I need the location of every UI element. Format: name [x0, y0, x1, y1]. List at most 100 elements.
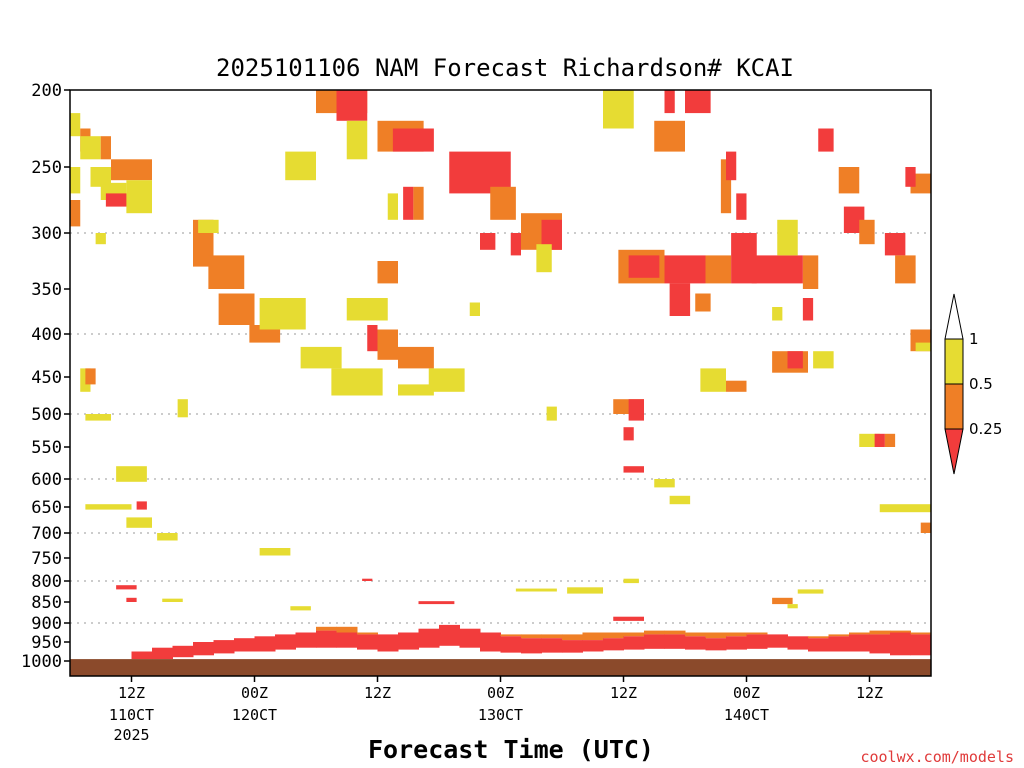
band-low-segment — [398, 632, 419, 650]
ri-cell — [720, 159, 732, 214]
ri-cell — [362, 578, 373, 581]
y-tick-label: 400 — [31, 325, 62, 345]
legend-tick-label: 0.5 — [969, 375, 993, 393]
legend-tick-label: 1 — [969, 330, 979, 348]
ri-cell — [285, 151, 316, 181]
ri-cell — [787, 604, 798, 609]
band-low-segment — [869, 634, 891, 654]
ri-cell — [884, 433, 896, 447]
band-low-segment — [931, 636, 952, 653]
legend-mid-box — [944, 383, 964, 430]
ri-cell — [884, 233, 906, 256]
band-low-segment — [644, 634, 665, 649]
x-tick-date: 120CT — [232, 706, 277, 724]
ri-cell — [751, 255, 803, 284]
ri-cell — [905, 167, 916, 187]
band-low-segment — [541, 638, 563, 653]
ri-cell — [70, 113, 81, 137]
ri-cell — [469, 302, 480, 316]
ri-cell — [70, 167, 81, 194]
band-mid-segment — [664, 630, 686, 635]
ri-cell — [136, 501, 147, 510]
ri-cell — [403, 186, 414, 220]
ri-cell — [705, 255, 732, 284]
band-low-segment — [726, 636, 747, 650]
ri-cell — [623, 578, 639, 584]
band-low-segment — [910, 634, 931, 656]
ri-cell — [290, 606, 311, 611]
ri-cell — [290, 0, 311, 13]
y-tick-label: 550 — [31, 438, 62, 458]
y-tick-label: 950 — [31, 633, 62, 653]
ri-cell — [654, 479, 675, 488]
ri-cell — [915, 342, 931, 352]
ri-cell — [726, 151, 737, 181]
x-tick-year: 2025 — [113, 726, 149, 744]
x-tick-label: 12Z — [118, 684, 145, 702]
y-axis: 200 250 300 350 400 450 500 550 600 650 700 750 8008… — [21, 81, 70, 672]
band-low-segment — [705, 638, 727, 651]
band-mid-segment — [644, 630, 665, 635]
band-low-segment — [172, 645, 194, 658]
ri-cell — [685, 90, 711, 114]
ri-cell — [70, 200, 81, 227]
band-low-segment — [521, 638, 542, 654]
band-mid-segment — [890, 630, 911, 633]
ri-cell — [111, 159, 152, 181]
ri-cell — [628, 255, 660, 278]
ri-cell — [654, 120, 685, 152]
legend-over-triangle — [944, 293, 964, 340]
band-low-segment — [480, 632, 501, 652]
x-tick-label: 00Z — [733, 684, 760, 702]
ri-cell — [398, 346, 434, 369]
ri-cell — [772, 307, 783, 321]
ri-cell — [797, 589, 824, 594]
ri-cell — [874, 433, 885, 447]
x-axis-title: Forecast Time (UTC) — [368, 735, 654, 764]
ri-cell — [802, 255, 819, 289]
ri-cell — [100, 136, 111, 160]
band-low-segment — [131, 651, 153, 660]
ri-cell — [546, 406, 557, 421]
band-low-segment — [603, 638, 624, 651]
ri-cell — [490, 186, 516, 220]
ri-cell — [541, 219, 562, 250]
ri-cell — [259, 548, 291, 556]
ri-cell — [336, 90, 368, 121]
chart-title: 2025101106 NAM Forecast Richardson# KCAI — [216, 54, 794, 82]
y-tick-label: 800 — [31, 572, 62, 592]
y-tick-label: 250 — [31, 158, 62, 178]
ri-cell — [669, 283, 691, 316]
y-tick-label: 750 — [31, 549, 62, 569]
band-low-segment — [275, 634, 296, 650]
ri-cell — [90, 167, 111, 187]
ri-cell — [449, 151, 511, 194]
ri-cell — [895, 255, 916, 284]
band-low-segment — [746, 634, 768, 649]
ri-cell — [85, 504, 132, 510]
ground-bar — [70, 659, 931, 676]
band-low-segment — [357, 634, 378, 650]
ri-cell — [613, 616, 644, 621]
ri-cell — [515, 588, 557, 592]
ri-cell — [413, 186, 424, 220]
ri-cell — [116, 585, 137, 590]
legend-under-triangle — [944, 428, 964, 475]
band-low-segment — [152, 647, 173, 660]
ri-cell — [418, 601, 455, 605]
x-tick-date: 130CT — [478, 706, 523, 724]
ri-cell — [95, 233, 106, 245]
band-low-segment — [664, 634, 686, 649]
band-mid-segment — [910, 632, 931, 635]
ri-cell — [700, 368, 726, 392]
band-mid-segment — [685, 632, 706, 637]
x-tick-label: 00Z — [241, 684, 268, 702]
band-mid-segment — [336, 626, 358, 633]
band-mid-segment — [562, 634, 583, 641]
band-low-segment — [685, 636, 706, 650]
ri-cell — [838, 167, 860, 194]
ri-cell — [346, 298, 388, 321]
ri-cell — [623, 466, 644, 473]
band-low-segment — [213, 640, 235, 654]
band-low-segment — [582, 640, 604, 652]
